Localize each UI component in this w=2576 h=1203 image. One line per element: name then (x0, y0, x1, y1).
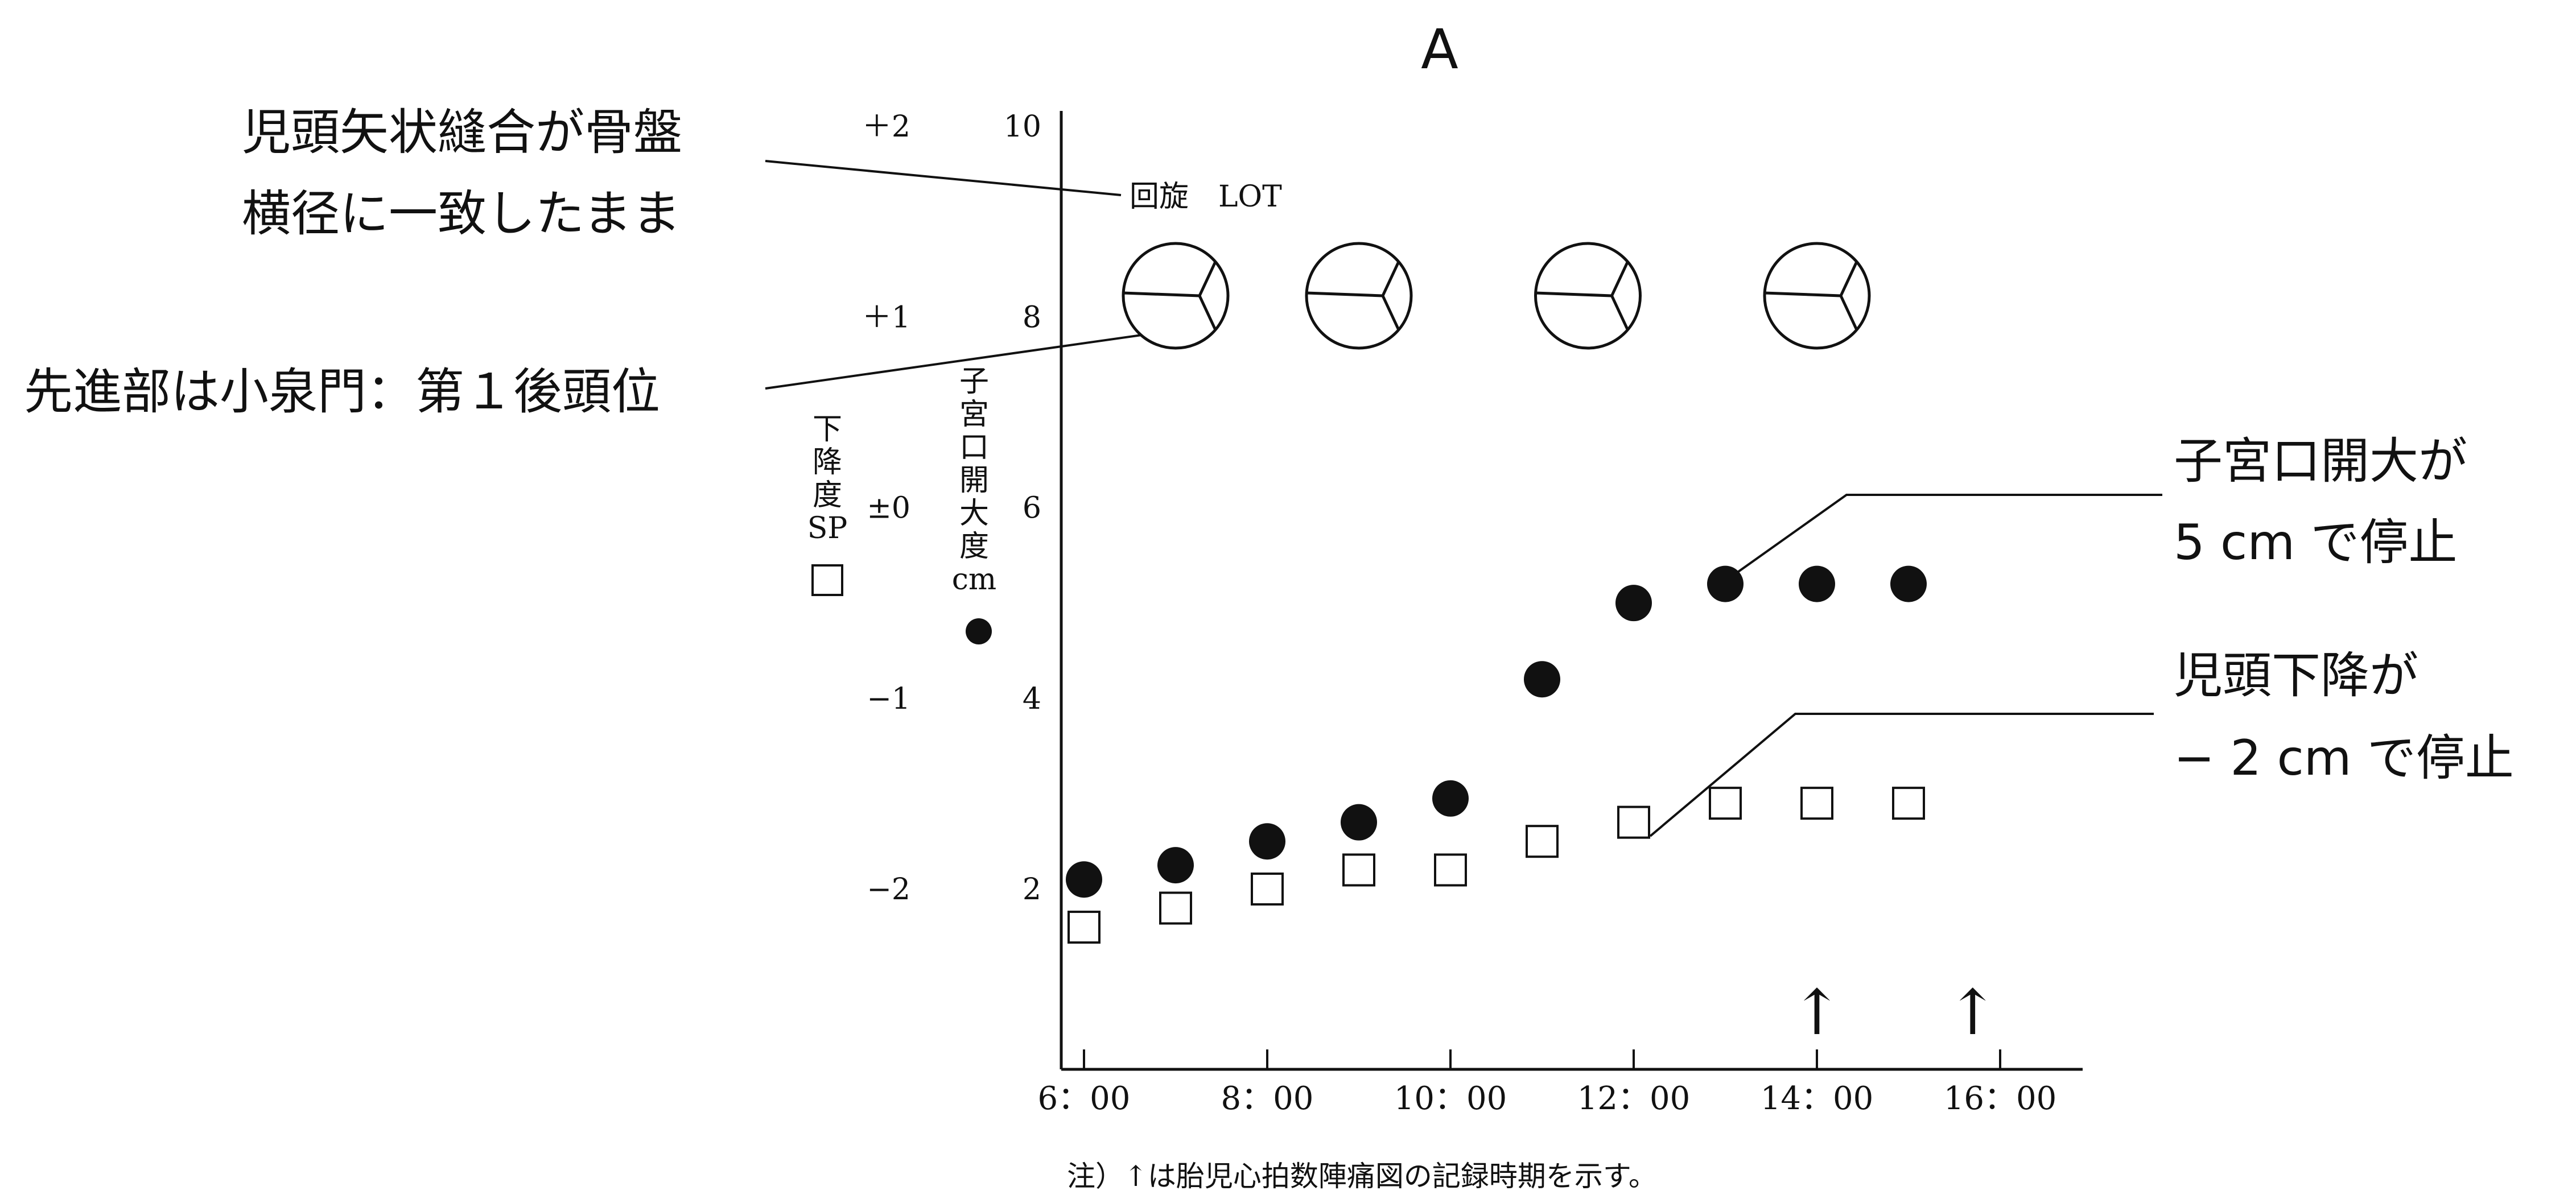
dilation-axis-label-char: 大 (959, 497, 989, 531)
dilation-axis-label-char: 口 (959, 431, 989, 465)
station-point (1342, 853, 1375, 887)
dilation-axis-label-char: 子 (959, 365, 989, 399)
station-point (1526, 825, 1559, 858)
rotation-diagram-icon (1305, 242, 1413, 350)
dilation-axis-label-char: cm (952, 563, 996, 597)
station-axis-label-char: SP (807, 511, 848, 545)
dilation-point (1799, 565, 1835, 602)
dilation-point (1066, 861, 1102, 898)
station-tick-label: −2 (867, 873, 910, 907)
presenting-annotation-line-1: 先進部は小泉門：第１後頭位 (24, 363, 660, 420)
station-series (1068, 787, 1925, 944)
fhr-arrow-icon: ↑ (1947, 976, 1999, 1049)
dilation-axis-label-char: 度 (959, 530, 989, 564)
dilation-point (1432, 780, 1469, 817)
sagittal-annotation-line-2: 横径に一致したまま (242, 185, 681, 242)
x-axis-ticks: 6：00 8：00 10：00 12：00 14：00 16：00 (1038, 1049, 2057, 1117)
dilation-tick-label: 2 (1023, 873, 1041, 907)
dilation-point (1249, 823, 1285, 860)
dilation-stop-annotation: 子宮口開大が 5 cm で停止 (2174, 433, 2483, 571)
station-point (1892, 787, 1925, 820)
sagittal-annotation-line-1: 児頭矢状縫合が骨盤 (242, 104, 682, 161)
dilation-stop-annotation-line-1: 子宮口開大が (2174, 433, 2467, 490)
dilation-tick-label: 4 (1023, 682, 1041, 716)
x-tick-label: 12：00 (1577, 1080, 1691, 1117)
dilation-axis-label-char: 宮 (959, 398, 989, 432)
fhr-record-arrows: ↑ ↑ (1791, 976, 1999, 1049)
dilation-point (1707, 565, 1744, 602)
dilation-axis-label-char: 開 (959, 464, 989, 498)
sagittal-annotation: 児頭矢状縫合が骨盤 横径に一致したまま (242, 104, 698, 242)
station-axis-label-char: 降 (813, 445, 842, 479)
station-point (1617, 805, 1650, 839)
station-point (1159, 891, 1192, 925)
station-axis-ticks: ＋2 ＋1 ±0 −1 −2 (862, 110, 910, 907)
rotation-diagram-icon (1122, 242, 1230, 350)
dilation-tick-label: 6 (1023, 491, 1041, 526)
presenting-annotation: 先進部は小泉門：第１後頭位 (24, 363, 660, 420)
descent-stop-annotation-line-1: 児頭下降が (2174, 647, 2418, 704)
dilation-point (1341, 804, 1377, 841)
station-axis-label-char: 下 (813, 412, 842, 447)
dilation-series (1066, 565, 1927, 898)
fhr-arrow-icon: ↑ (1791, 976, 1843, 1049)
chart-title: A (1421, 18, 1458, 81)
dilation-tick-label: 10 (1004, 110, 1041, 144)
footnote: 注）↑は胎児心拍数陣痛図の記録時期を示す。 (1067, 1160, 1657, 1193)
x-tick-label: 6：00 (1038, 1080, 1131, 1117)
dilation-point (1524, 661, 1560, 698)
x-tick-label: 14：00 (1761, 1080, 1874, 1117)
station-point (1709, 787, 1742, 820)
descent-stop-leader-line (1649, 713, 2154, 837)
sagittal-leader-line (765, 160, 1122, 196)
dilation-legend-dot (966, 618, 992, 644)
station-point (1068, 911, 1101, 944)
station-tick-label: ＋1 (862, 300, 910, 334)
descent-stop-annotation: 児頭下降が − 2 cm で停止 (2174, 647, 2514, 787)
rotation-diagram-icon (1534, 242, 1642, 350)
dilation-tick-label: 8 (1023, 300, 1041, 334)
dilation-axis-ticks: 10 8 6 4 2 (1004, 110, 1041, 907)
x-tick-label: 8：00 (1221, 1080, 1314, 1117)
station-point (1434, 853, 1467, 887)
dilation-point (1890, 565, 1927, 602)
dilation-stop-leader-line (1737, 494, 2162, 573)
station-point (1251, 873, 1284, 906)
station-tick-label: ＋2 (862, 110, 910, 144)
x-tick-label: 16：00 (1944, 1080, 2057, 1117)
dilation-point (1615, 585, 1652, 622)
descent-stop-annotation-line-2: − 2 cm で停止 (2174, 730, 2514, 787)
rotation-diagram-icon (1763, 242, 1871, 350)
dilation-stop-annotation-line-2: 5 cm で停止 (2174, 514, 2457, 571)
rotation-label: 回旋 LOT (1130, 180, 1282, 214)
station-axis-label-char: 度 (813, 478, 842, 512)
dilation-point (1157, 847, 1194, 884)
station-legend-square (811, 564, 843, 596)
x-tick-label: 10：00 (1394, 1080, 1507, 1117)
station-point (1800, 787, 1833, 820)
rotation-diagrams (1122, 242, 1871, 350)
station-tick-label: ±0 (867, 491, 910, 526)
station-tick-label: −1 (867, 682, 910, 716)
